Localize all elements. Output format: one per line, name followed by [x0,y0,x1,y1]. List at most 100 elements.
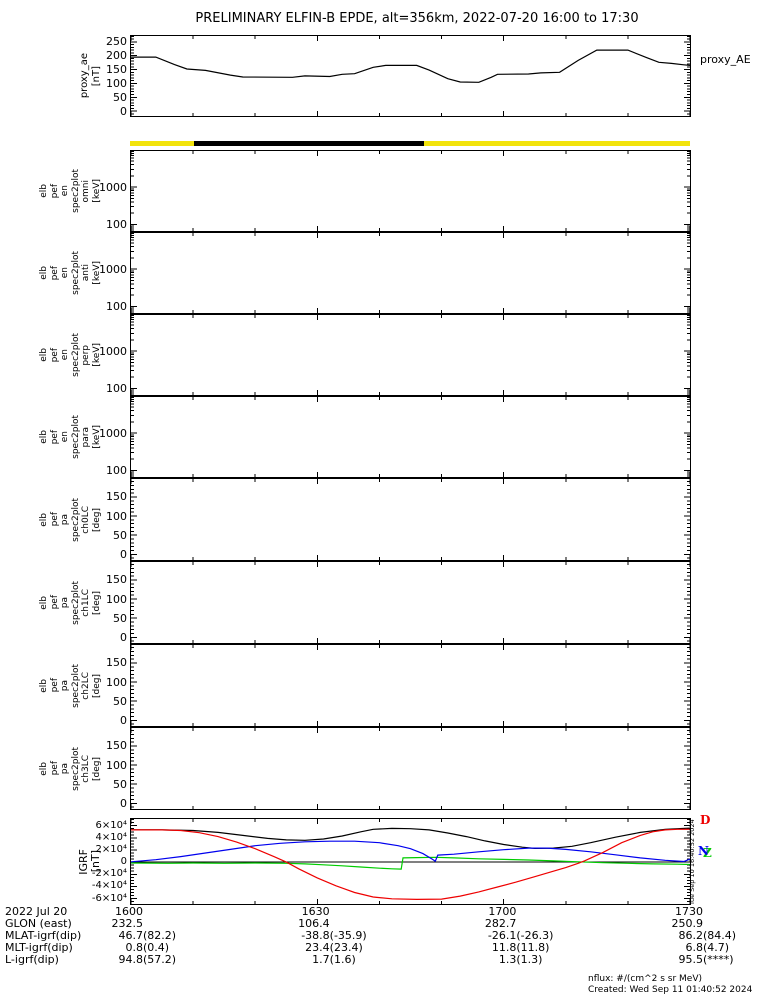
created-timestamp: Created: Wed Sep 11 01:40:52 2024 [588,985,753,995]
plot-timestamp-sidenote: Tue Sep 10 16:40:52 2024 [688,819,696,905]
axis-row-label: L-igrf(dip) [5,953,59,966]
ytick-label: 100 [106,217,127,231]
axis-value: -26.1 [487,929,517,942]
ylabel-line: elb [39,678,50,693]
axis-cell: 6.8 (4.7) [686,942,730,953]
axis-cell: 0.8 (0.4) [126,942,170,953]
panel-ylabel-elb_pef_en_spec2plot_omni: elb pef en spec2plot omni [keV] [20,150,102,232]
panel-elb_pef_pa_spec2plot_ch1LC [130,561,691,644]
axis-value: 1700 [488,905,517,918]
axis-row-label: GLON (east) [5,917,72,930]
ylabel-line: [keV] [91,179,102,203]
ylabel-line: elb [39,761,50,776]
ytick-label: 100 [106,463,127,477]
ylabel-line: elb [39,512,50,527]
axis-row-label: MLT-igrf(dip) [5,941,73,954]
axis-value-paren: (-35.9) [329,929,367,942]
panel-proxy_ae [130,35,691,117]
ytick-label: 150 [106,490,127,504]
ytick-label: 1000 [99,180,127,194]
databar-segment-black [194,141,424,146]
ylabel-line: [deg] [91,507,102,532]
axis-cell: 86.2 (84.4) [679,929,737,942]
ylabel-line: [deg] [91,756,102,781]
ytick-label: 50 [113,611,127,625]
axis-cell: 1.3 (1.3) [499,954,543,965]
ylabel-line: elb [39,348,50,362]
series-igrf-N [131,840,690,863]
ylabel-line: pa [60,513,71,526]
axis-value: 1.3 [498,953,517,966]
series-igrf-D [131,828,690,901]
series-igrf-B [131,827,690,850]
ylabel-line: pef [49,512,60,527]
ylabel-line: pef [49,183,60,199]
ytick-label: 0 [120,547,127,561]
axis-value: 232.5 [111,917,144,930]
axis-cell: 23.4 (23.4) [305,941,363,954]
databar-segment-yellow [423,141,690,146]
ytick-label: 0 [120,713,127,727]
databar-segment-yellow [130,141,195,146]
axis-value-paren: (1.6) [329,953,356,966]
axis-row-label: MLAT-igrf(dip) [5,929,82,942]
page-title: PRELIMINARY ELFIN-B EPDE, alt=356km, 202… [195,11,639,26]
ylabel-line: spec2plot [70,497,81,542]
axis-value-paren: (84.4) [703,929,737,942]
axis-value: 23.4 [305,941,330,954]
ylabel-line: en [60,267,71,279]
ylabel-line: spec2plot [70,333,81,377]
panel-igrf [130,818,691,905]
panel-ylabel-igrf: IGRF [nT] [20,818,103,905]
ylabel-line: elb [39,595,50,610]
ytick-label: 2×10⁴ [95,843,127,855]
ylabel-line: para [81,426,92,448]
ytick-label: 0 [120,856,127,868]
ylabel-line: en [60,431,71,443]
axis-value: 1730 [675,905,703,918]
ylabel-line: pa [60,679,71,692]
axis-cell: -38.8 (-35.9) [301,929,367,942]
ylabel-line: spec2plot [70,415,81,459]
ylabel-line: spec2plot [70,663,81,708]
ylabel-line: [keV] [91,343,102,367]
ytick-label: 150 [106,656,127,670]
ylabel-line: pef [49,265,60,281]
axis-value-paren: (23.4) [329,941,363,954]
ytick-label: 0 [120,104,127,118]
ylabel-line: pa [60,762,71,775]
panel-ylabel-elb_pef_pa_spec2plot_ch3LC: elb pef pa spec2plot ch3LC [deg] [20,727,102,810]
series-proxy_ae-proxy_AE [131,49,690,83]
ylabel-line: [nT] [90,65,102,87]
ytick-label: -2×10⁴ [91,868,127,880]
ylabel-line: ch1LC [81,588,92,617]
igrf-legend-n: N [698,844,709,858]
ytick-label: 6×10⁴ [95,819,127,831]
ytick-label: 50 [113,777,127,791]
ytick-label: 200 [106,49,127,63]
ytick-label: 100 [106,76,127,90]
panel-elb_pef_pa_spec2plot_ch3LC [130,727,691,810]
ylabel-line: pa [60,596,71,609]
axis-value-paren: (82.2) [143,929,177,942]
panel-ylabel-elb_pef_pa_spec2plot_ch2LC: elb pef pa spec2plot ch2LC [deg] [20,644,102,727]
ylabel-line: elb [39,184,50,198]
ytick-label: 150 [106,739,127,753]
axis-value: 1600 [115,905,143,918]
axis-value: 106.4 [298,917,330,930]
ylabel-line: spec2plot [70,251,81,295]
ytick-label: 50 [113,90,127,104]
ylabel-line: proxy_ae [79,53,90,99]
axis-value: 86.2 [678,929,704,942]
ylabel-line: elb [39,266,50,280]
axis-value-paren: (-26.3) [516,929,554,942]
panel-ylabel-elb_pef_pa_spec2plot_ch1LC: elb pef pa spec2plot ch1LC [deg] [20,561,102,644]
ylabel-line: pef [49,595,60,610]
axis-value: 11.8 [491,941,517,954]
axis-value: 250.9 [671,917,704,930]
ytick-label: -4×10⁴ [91,880,127,892]
axis-cell: -26.1 (-26.3) [488,929,554,942]
ytick-label: 100 [106,675,127,689]
ylabel-line: ch0LC [81,505,92,534]
